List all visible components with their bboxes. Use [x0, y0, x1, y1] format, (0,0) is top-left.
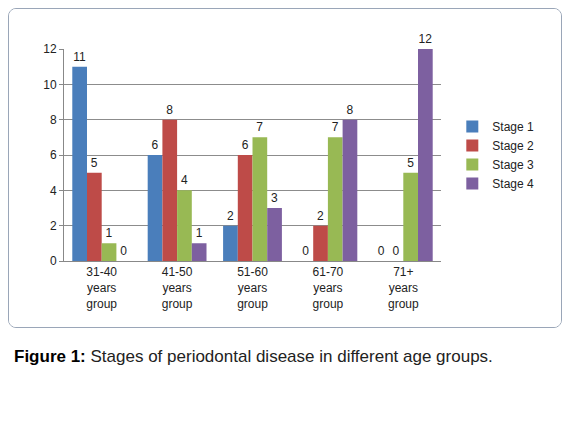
svg-text:8: 8 [50, 113, 57, 127]
svg-text:6: 6 [152, 138, 159, 152]
svg-text:12: 12 [419, 32, 433, 46]
svg-text:0: 0 [50, 254, 57, 268]
svg-text:0: 0 [302, 244, 309, 258]
svg-text:5: 5 [91, 156, 98, 170]
svg-text:2: 2 [50, 219, 57, 233]
svg-text:11: 11 [73, 50, 86, 64]
svg-text:6: 6 [50, 148, 57, 162]
svg-text:6: 6 [242, 138, 249, 152]
svg-text:41-50yearsgroup: 41-50yearsgroup [162, 265, 193, 310]
svg-text:2: 2 [317, 209, 324, 223]
svg-text:1: 1 [196, 226, 203, 240]
html-text:Figure 1: Stages of periodonta: Figure 1: Stages of periodontal disease … [14, 347, 493, 366]
svg-text:Stage 2: Stage 2 [492, 139, 534, 153]
svg-text:10: 10 [43, 78, 57, 92]
svg-text:Stage 3: Stage 3 [492, 158, 534, 172]
svg-text:Stage 1: Stage 1 [492, 120, 534, 134]
svg-text:0: 0 [378, 244, 385, 258]
svg-text:4: 4 [181, 173, 188, 187]
svg-text:71+yearsgroup: 71+yearsgroup [388, 265, 419, 310]
svg-text:4: 4 [50, 184, 57, 198]
svg-text:1: 1 [106, 226, 113, 240]
svg-text:0: 0 [392, 244, 399, 258]
svg-text:8: 8 [346, 103, 353, 117]
svg-text:2: 2 [227, 209, 234, 223]
svg-text:8: 8 [166, 103, 173, 117]
svg-text:5: 5 [407, 156, 414, 170]
svg-text:7: 7 [332, 120, 339, 134]
svg-text:31-40yearsgroup: 31-40yearsgroup [86, 265, 117, 310]
svg-text:0: 0 [120, 244, 127, 258]
svg-text:61-70yearsgroup: 61-70yearsgroup [313, 265, 344, 310]
svg-text:Stage 4: Stage 4 [492, 177, 534, 191]
svg-text:7: 7 [256, 120, 263, 134]
svg-text:51-60yearsgroup: 51-60yearsgroup [237, 265, 268, 310]
svg-text:12: 12 [43, 42, 57, 56]
svg-text:3: 3 [271, 191, 278, 205]
